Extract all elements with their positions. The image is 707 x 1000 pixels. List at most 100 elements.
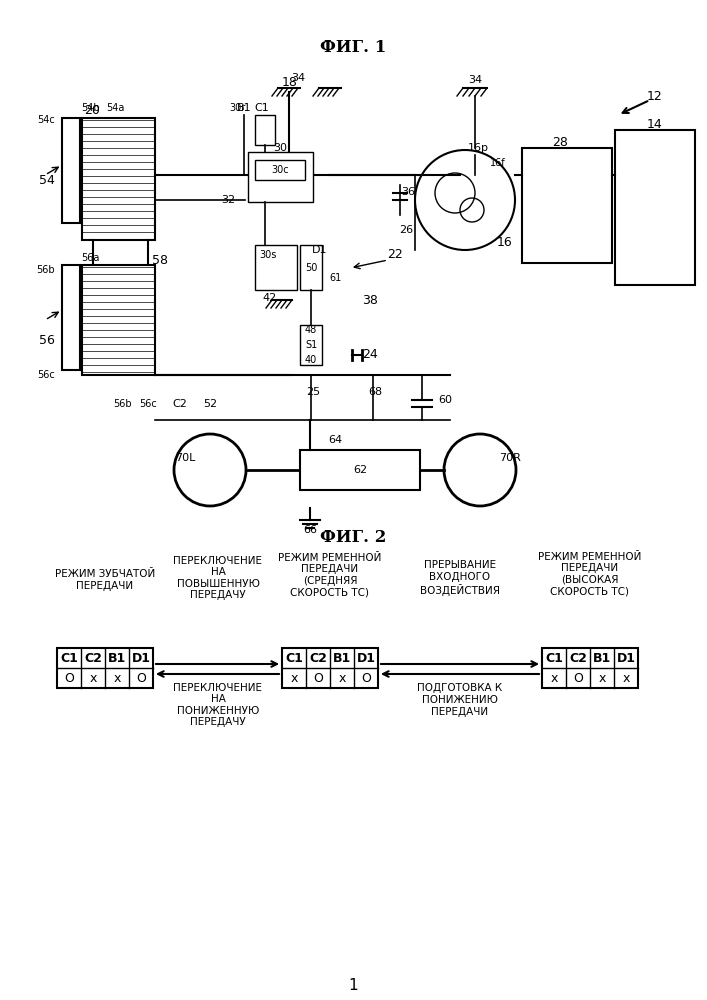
Text: 30: 30: [273, 143, 287, 153]
Bar: [248, 152, 313, 202]
Text: 50: 50: [305, 263, 317, 273]
Text: 56b: 56b: [112, 399, 132, 409]
Text: D1: D1: [617, 652, 636, 664]
Text: 62: 62: [353, 465, 367, 475]
Text: C2: C2: [84, 652, 102, 664]
Text: C1: C1: [60, 652, 78, 664]
Text: 70R: 70R: [499, 453, 521, 463]
Bar: [300, 450, 420, 490]
Text: C1: C1: [285, 652, 303, 664]
Text: ПЕРЕКЛЮЧЕНИЕ
НА
ПОНИЖЕННУЮ
ПЕРЕДАЧУ: ПЕРЕКЛЮЧЕНИЕ НА ПОНИЖЕННУЮ ПЕРЕДАЧУ: [173, 683, 262, 727]
Text: 38: 38: [362, 294, 378, 306]
Text: 60: 60: [438, 395, 452, 405]
Text: 42: 42: [263, 293, 277, 303]
Text: ПЕРЕКЛЮЧЕНИЕ
НА
ПОВЫШЕННУЮ
ПЕРЕДАЧУ: ПЕРЕКЛЮЧЕНИЕ НА ПОВЫШЕННУЮ ПЕРЕДАЧУ: [173, 556, 262, 600]
Text: ПОДГОТОВКА К
ПОНИЖЕНИЮ
ПЕРЕДАЧИ: ПОДГОТОВКА К ПОНИЖЕНИЮ ПЕРЕДАЧИ: [417, 683, 503, 717]
Text: 70L: 70L: [175, 453, 195, 463]
Text: x: x: [622, 672, 630, 684]
Text: 30s: 30s: [259, 250, 276, 260]
Text: РЕЖИМ РЕМЕННОЙ
ПЕРЕДАЧИ
(ВЫСОКАЯ
СКОРОСТЬ ТС): РЕЖИМ РЕМЕННОЙ ПЕРЕДАЧИ (ВЫСОКАЯ СКОРОСТ…: [538, 552, 642, 596]
Text: O: O: [361, 672, 371, 684]
Text: 68: 68: [368, 387, 382, 397]
Bar: [255, 115, 275, 145]
Text: 36: 36: [401, 187, 415, 197]
Text: D1: D1: [356, 652, 375, 664]
Text: 30r: 30r: [229, 103, 245, 113]
Text: x: x: [113, 672, 121, 684]
Text: C1: C1: [545, 652, 563, 664]
Text: x: x: [291, 672, 298, 684]
Text: 14: 14: [647, 118, 663, 131]
Text: 30c: 30c: [271, 165, 289, 175]
Text: B1: B1: [108, 652, 126, 664]
Text: 56: 56: [39, 334, 55, 347]
Text: C2: C2: [569, 652, 587, 664]
Text: 54b: 54b: [81, 103, 99, 113]
Text: 56c: 56c: [139, 399, 157, 409]
Text: 66: 66: [303, 525, 317, 535]
Text: 56a: 56a: [81, 253, 99, 263]
Text: O: O: [313, 672, 323, 684]
Text: O: O: [64, 672, 74, 684]
Text: O: O: [136, 672, 146, 684]
Text: x: x: [598, 672, 606, 684]
Text: C2: C2: [309, 652, 327, 664]
Bar: [82, 265, 155, 375]
Bar: [82, 118, 155, 240]
Text: ФИГ. 2: ФИГ. 2: [320, 530, 386, 546]
Bar: [255, 160, 305, 180]
Text: D1: D1: [312, 245, 328, 255]
Text: ФИГ. 1: ФИГ. 1: [320, 39, 386, 56]
Text: x: x: [550, 672, 558, 684]
Text: 54c: 54c: [37, 115, 55, 125]
Bar: [615, 130, 695, 285]
Text: B1: B1: [593, 652, 611, 664]
Text: 54a: 54a: [106, 103, 124, 113]
Bar: [542, 648, 638, 688]
Bar: [255, 245, 297, 290]
Bar: [62, 118, 80, 223]
Text: 26: 26: [399, 225, 413, 235]
Text: 61: 61: [329, 273, 341, 283]
Text: 28: 28: [552, 136, 568, 149]
Text: 16p: 16p: [467, 143, 489, 153]
Text: 48: 48: [305, 325, 317, 335]
Bar: [62, 265, 80, 370]
Bar: [300, 325, 322, 365]
Bar: [300, 245, 322, 290]
Text: C2: C2: [173, 399, 187, 409]
Text: 16: 16: [497, 235, 513, 248]
Text: 52: 52: [203, 399, 217, 409]
Text: B1: B1: [333, 652, 351, 664]
Text: x: x: [339, 672, 346, 684]
Text: 22: 22: [387, 248, 403, 261]
Text: B1: B1: [237, 103, 251, 113]
Text: 20: 20: [84, 104, 100, 116]
Text: 56c: 56c: [37, 370, 55, 380]
Text: S1: S1: [305, 340, 317, 350]
Bar: [522, 148, 612, 263]
Text: C1: C1: [255, 103, 269, 113]
Text: РЕЖИМ РЕМЕННОЙ
ПЕРЕДАЧИ
(СРЕДНЯЯ
СКОРОСТЬ ТС): РЕЖИМ РЕМЕННОЙ ПЕРЕДАЧИ (СРЕДНЯЯ СКОРОСТ…: [279, 553, 382, 597]
Text: 54: 54: [39, 174, 55, 186]
Text: 40: 40: [305, 355, 317, 365]
Text: 1: 1: [348, 978, 358, 992]
Text: 58: 58: [152, 253, 168, 266]
Text: O: O: [573, 672, 583, 684]
Text: 16f: 16f: [490, 158, 506, 168]
Text: 24: 24: [362, 349, 378, 361]
Text: 12: 12: [647, 91, 663, 104]
Text: 56b: 56b: [36, 265, 55, 275]
Text: 34: 34: [291, 73, 305, 83]
Text: x: x: [89, 672, 97, 684]
Bar: [282, 648, 378, 688]
Text: 64: 64: [328, 435, 342, 445]
Text: 25: 25: [306, 387, 320, 397]
Bar: [57, 648, 153, 688]
Text: ПРЕРЫВАНИЕ
ВХОДНОГО
ВОЗДЕЙСТВИЯ: ПРЕРЫВАНИЕ ВХОДНОГО ВОЗДЕЙСТВИЯ: [420, 560, 500, 596]
Text: 32: 32: [221, 195, 235, 205]
Text: 34: 34: [468, 75, 482, 85]
Text: 18: 18: [282, 76, 298, 89]
Text: РЕЖИМ ЗУБЧАТОЙ
ПЕРЕДАЧИ: РЕЖИМ ЗУБЧАТОЙ ПЕРЕДАЧИ: [55, 569, 155, 591]
Text: D1: D1: [132, 652, 151, 664]
